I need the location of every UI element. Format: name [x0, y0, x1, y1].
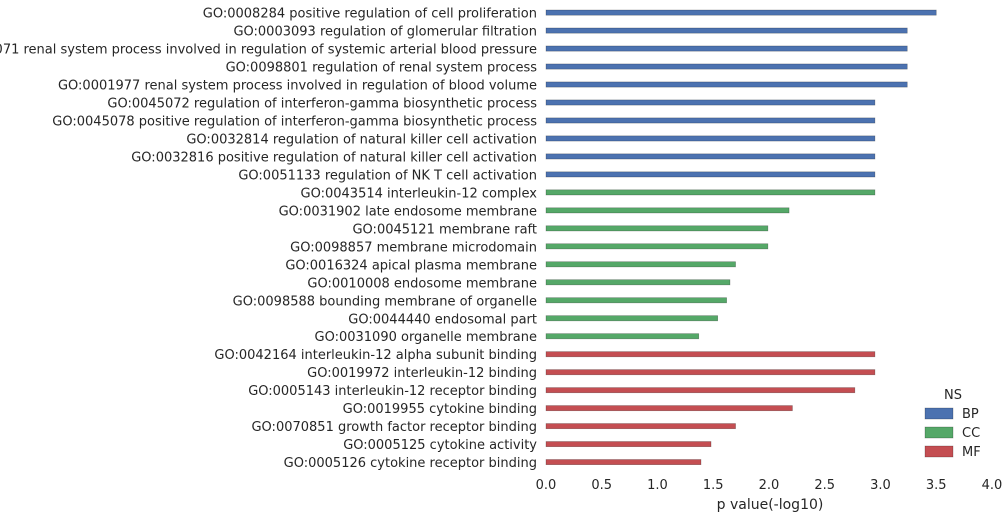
- bar-bp: [545, 117, 876, 124]
- category-label: GO:0031090 organelle membrane: [315, 330, 538, 345]
- category-label: GO:0019955 cytokine binding: [343, 402, 537, 417]
- bar-bp: [545, 45, 908, 52]
- category-label: GO:0098588 bounding membrane of organell…: [233, 294, 537, 309]
- x-tick-label: 4.0: [982, 478, 1003, 493]
- category-label: GO:0042164 interleukin-12 alpha subunit …: [214, 348, 537, 363]
- category-label: GO:0043514 interleukin-12 complex: [301, 186, 538, 201]
- legend-label-bp: BP: [962, 407, 979, 422]
- category-label: GO:0070851 growth factor receptor bindin…: [251, 420, 537, 435]
- legend-label-cc: CC: [962, 426, 980, 441]
- legend-swatch-mf: [924, 445, 954, 458]
- bar-mf: [545, 405, 793, 412]
- bar-bp: [545, 135, 876, 142]
- category-label: GO:0005143 interleukin-12 receptor bindi…: [248, 384, 537, 399]
- bar-mf: [545, 369, 876, 376]
- bar-cc: [545, 225, 769, 232]
- x-tick-label: 0.0: [536, 478, 557, 493]
- category-label: GO:0044440 endosomal part: [348, 312, 537, 327]
- category-label: GO:0005126 cytokine receptor binding: [284, 456, 537, 471]
- category-label: GO:0031902 late endosome membrane: [279, 204, 537, 219]
- bar-bp: [545, 153, 876, 160]
- category-label: GO:0045121 membrane raft: [352, 222, 537, 237]
- bar-cc: [545, 279, 731, 286]
- category-label: GO:0051133 regulation of NK T cell activ…: [238, 168, 537, 183]
- bar-mf: [545, 441, 712, 448]
- bar-cc: [545, 261, 736, 268]
- category-label: GO:0032814 regulation of natural killer …: [186, 132, 537, 147]
- category-label: GO:0098801 regulation of renal system pr…: [226, 61, 538, 76]
- category-label: GO:0045072 regulation of interferon-gamm…: [107, 97, 537, 112]
- x-tick-label: 3.5: [926, 478, 947, 493]
- bar-cc: [545, 297, 727, 304]
- bar-bp: [545, 9, 937, 16]
- category-label: GO:0045078 positive regulation of interf…: [52, 114, 537, 129]
- category-label: GO:0032816 positive regulation of natura…: [131, 150, 537, 165]
- x-tick-label: 2.5: [814, 478, 835, 493]
- x-tick-label: 2.0: [759, 478, 780, 493]
- bar-cc: [545, 207, 790, 214]
- bar-bp: [545, 81, 908, 88]
- category-label: GO:0010008 endosome membrane: [307, 276, 537, 291]
- bar-mf: [545, 351, 876, 358]
- legend-swatch-cc: [924, 426, 954, 439]
- x-tick-label: 3.0: [870, 478, 891, 493]
- category-label: GO:0016324 apical plasma membrane: [285, 258, 537, 273]
- category-label: GO:0098857 membrane microdomain: [290, 240, 537, 255]
- x-tick-label: 1.0: [647, 478, 668, 493]
- bar-cc: [545, 315, 719, 322]
- legend-title: NS: [944, 388, 962, 403]
- bar-mf: [545, 423, 736, 430]
- x-tick-label: 1.5: [703, 478, 724, 493]
- category-label: GO:0005125 cytokine activity: [343, 438, 537, 453]
- bar-cc: [545, 189, 876, 196]
- legend: NS BP CC MF: [924, 388, 981, 460]
- category-labels: GO:0008284 positive regulation of cell p…: [0, 7, 537, 472]
- category-label: GO:0008284 positive regulation of cell p…: [203, 7, 537, 22]
- bars-layer: [545, 9, 937, 465]
- legend-label-mf: MF: [962, 445, 981, 460]
- bar-mf: [545, 459, 702, 465]
- bar-cc: [545, 333, 700, 340]
- category-label: GO:0003071 renal system process involved…: [0, 43, 537, 58]
- bar-bp: [545, 171, 876, 178]
- bar-bp: [545, 27, 908, 34]
- category-label: GO:0003093 regulation of glomerular filt…: [233, 25, 537, 40]
- x-tick-label: 0.5: [591, 478, 612, 493]
- legend-swatch-bp: [924, 407, 954, 420]
- bar-cc: [545, 243, 769, 250]
- x-axis-label: p value(-log10): [717, 497, 824, 513]
- bar-mf: [545, 387, 856, 394]
- category-label: GO:0019972 interleukin-12 binding: [307, 366, 537, 381]
- bar-bp: [545, 63, 908, 70]
- category-label: GO:0001977 renal system process involved…: [58, 79, 537, 94]
- bar-bp: [545, 99, 876, 106]
- x-axis-ticks: 0.0 0.5 1.0 1.5 2.0 2.5 3.0 3.5 4.0: [536, 478, 1003, 493]
